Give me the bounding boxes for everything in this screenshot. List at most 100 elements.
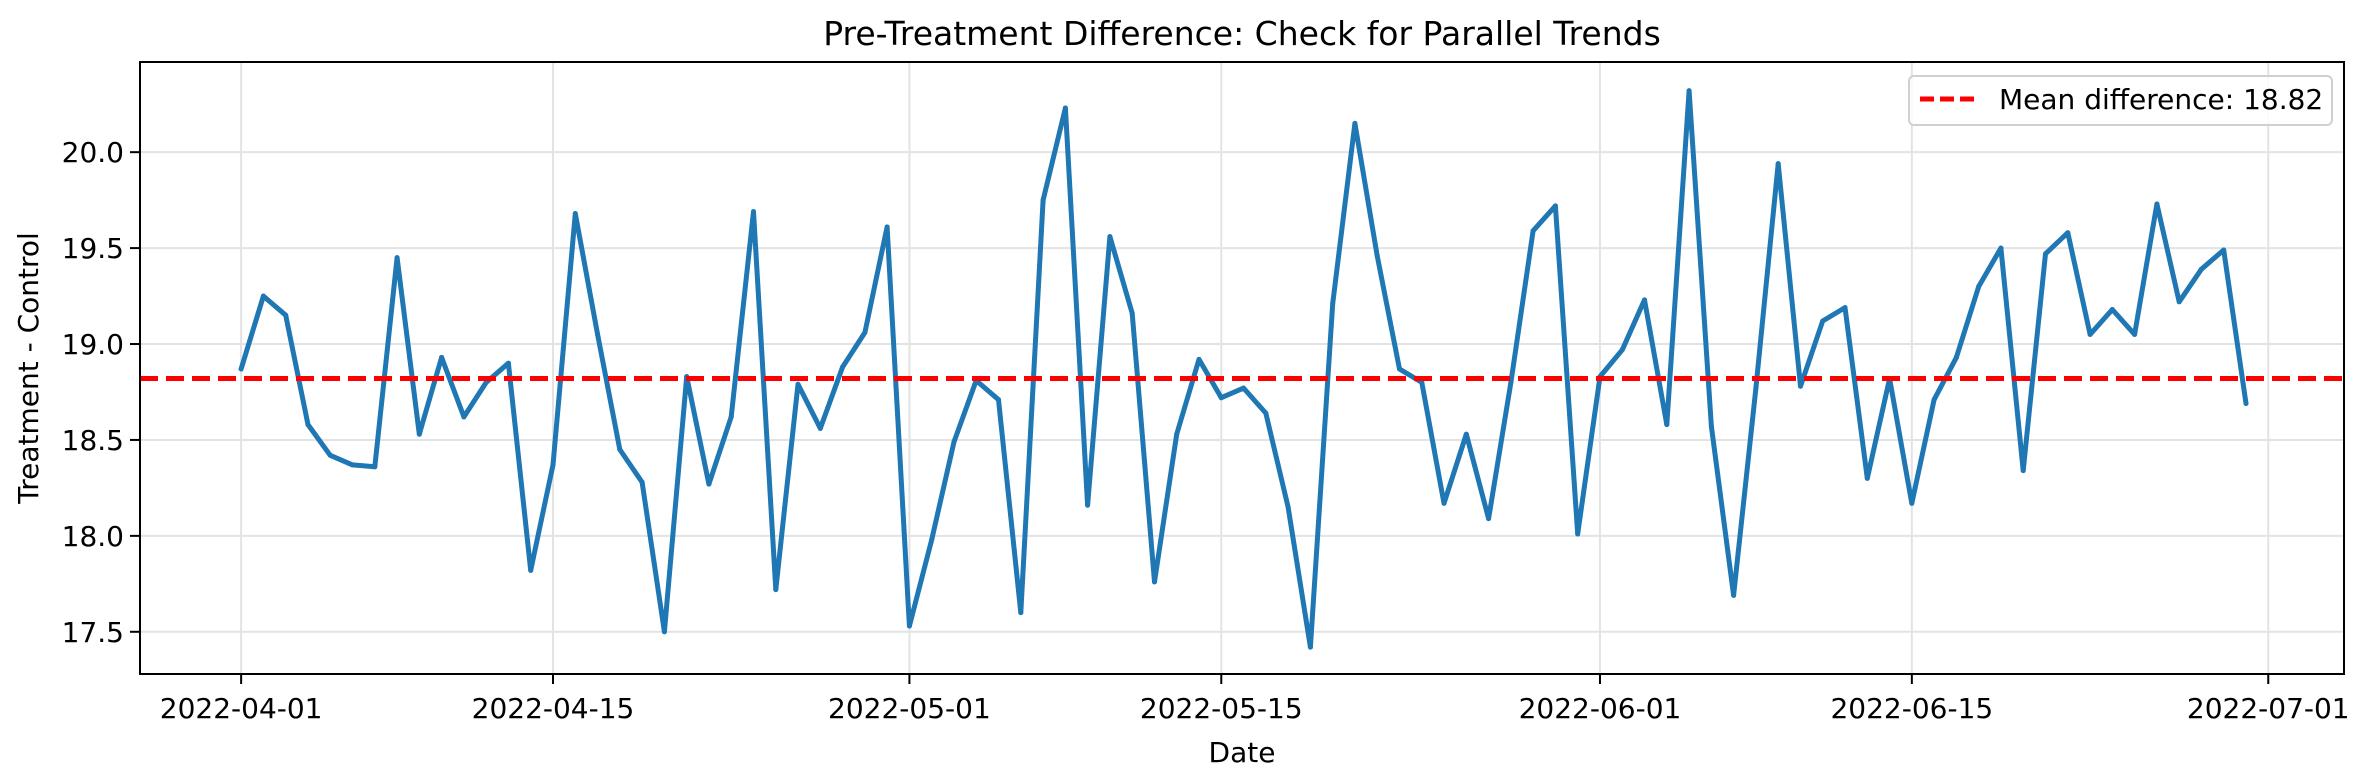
data-point: [1820, 318, 1826, 324]
data-point: [1842, 305, 1848, 311]
data-point: [1508, 379, 1514, 385]
plot-area: [140, 88, 2344, 650]
data-point: [1352, 120, 1358, 126]
data-point: [1040, 197, 1046, 203]
data-point: [550, 462, 556, 468]
data-point: [1107, 234, 1113, 240]
data-point: [750, 209, 756, 215]
data-point: [2042, 251, 2048, 257]
data-point: [996, 397, 1002, 403]
data-point: [461, 414, 467, 420]
data-point: [1218, 395, 1224, 401]
data-point: [1664, 422, 1670, 428]
data-point: [1374, 253, 1380, 259]
data-point: [884, 224, 890, 230]
data-point: [1686, 88, 1692, 94]
data-point: [1998, 245, 2004, 251]
data-point: [1976, 283, 1982, 289]
data-point: [862, 330, 868, 336]
data-point: [528, 567, 534, 573]
data-point: [483, 379, 489, 385]
data-point: [1307, 644, 1313, 650]
data-point: [1909, 500, 1915, 506]
y-tick-label: 17.5: [62, 616, 124, 649]
legend-box: [1908, 75, 2333, 126]
data-point: [2065, 230, 2071, 236]
x-tick-label: 2022-07-01: [2187, 692, 2350, 725]
data-point: [572, 211, 578, 217]
data-point: [1330, 301, 1336, 307]
data-point: [595, 331, 601, 337]
data-point: [1018, 610, 1024, 616]
data-point: [929, 537, 935, 543]
grid: [140, 62, 2344, 674]
data-point: [1396, 366, 1402, 372]
data-point: [1731, 592, 1737, 598]
data-point: [840, 364, 846, 370]
data-point: [416, 431, 422, 437]
data-point: [1062, 105, 1068, 111]
data-point: [1530, 228, 1536, 234]
data-point: [283, 312, 289, 318]
legend: Mean difference: 18.82: [1908, 75, 2333, 126]
data-point: [439, 354, 445, 360]
data-point: [2176, 299, 2182, 305]
data-point: [1129, 310, 1135, 316]
data-point: [394, 255, 400, 261]
data-point: [728, 414, 734, 420]
data-point: [1196, 356, 1202, 362]
data-point: [617, 447, 623, 453]
chart-title: Pre-Treatment Difference: Check for Para…: [823, 14, 1661, 53]
data-point: [1708, 424, 1714, 430]
data-point: [1619, 347, 1625, 353]
y-tick-label: 19.0: [62, 328, 124, 361]
data-point: [2243, 400, 2249, 406]
data-point: [1486, 516, 1492, 522]
data-point: [817, 425, 823, 431]
data-point: [1085, 502, 1091, 508]
data-point: [906, 623, 912, 629]
y-axis-label: Treatment - Control: [12, 232, 45, 505]
x-tick-label: 2022-05-01: [828, 692, 991, 725]
data-point: [1753, 385, 1759, 391]
data-point: [773, 587, 779, 593]
data-point: [505, 360, 511, 366]
data-point: [2198, 266, 2204, 272]
data-point: [1151, 579, 1157, 585]
data-point: [1263, 410, 1269, 416]
x-axis-label: Date: [1209, 736, 1276, 769]
data-point: [1864, 475, 1870, 481]
legend-label: Mean difference: 18.82: [1999, 83, 2323, 116]
y-tick-label: 19.5: [62, 232, 124, 265]
data-point: [1419, 379, 1425, 385]
data-point: [2154, 201, 2160, 207]
x-tick-label: 2022-06-15: [1830, 692, 1993, 725]
data-point: [1174, 431, 1180, 437]
data-point: [1285, 504, 1291, 510]
data-point: [1241, 385, 1247, 391]
data-point: [350, 462, 356, 468]
x-tick-label: 2022-04-01: [160, 692, 323, 725]
data-point: [1931, 397, 1937, 403]
axes-frame: [139, 61, 2345, 675]
x-axis: 2022-04-01 2022-04-15 2022-05-01 2022-05-15…: [160, 674, 2350, 725]
data-point: [2109, 306, 2115, 312]
data-point: [2087, 331, 2093, 337]
data-point: [1797, 383, 1803, 389]
data-point: [706, 481, 712, 487]
data-point: [260, 293, 266, 299]
data-point: [372, 464, 378, 470]
series-line: [238, 88, 2249, 650]
data-point: [1775, 161, 1781, 167]
data-point: [327, 452, 333, 458]
data-point: [238, 366, 244, 372]
data-point: [661, 629, 667, 635]
data-point: [1575, 531, 1581, 537]
data-point: [1441, 500, 1447, 506]
y-tick-label: 18.0: [62, 520, 124, 553]
data-point: [639, 479, 645, 485]
data-point: [2221, 247, 2227, 253]
data-point: [2020, 468, 2026, 474]
data-point: [305, 422, 311, 428]
